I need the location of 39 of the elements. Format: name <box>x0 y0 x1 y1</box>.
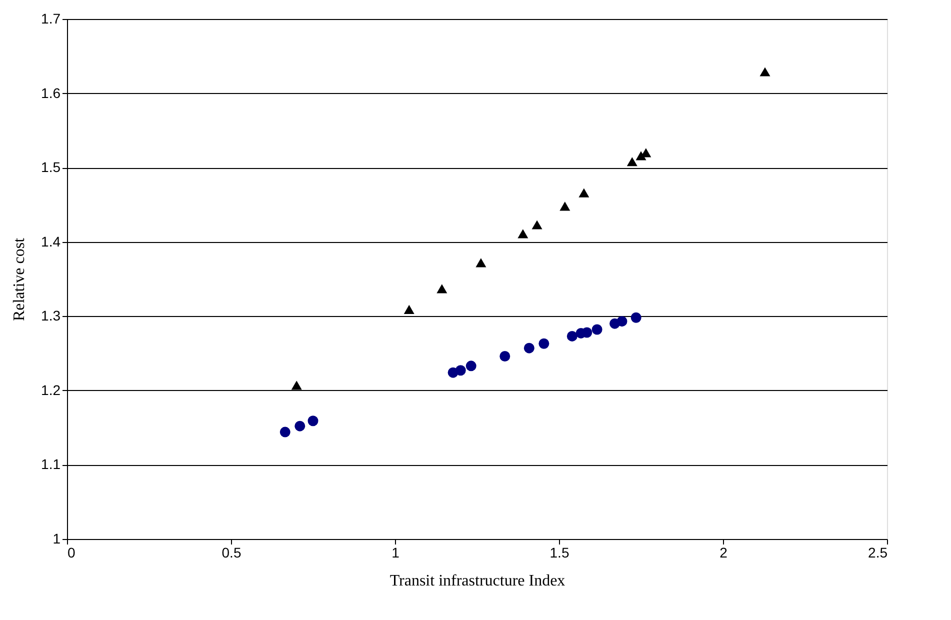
point <box>592 324 602 335</box>
point <box>532 220 542 230</box>
y-tick-label: 1.5 <box>41 159 61 176</box>
point <box>404 304 414 314</box>
y-tick-label: 1.2 <box>41 382 61 398</box>
x-axis-title: Transit infrastructure Index <box>390 572 566 590</box>
point <box>538 338 550 349</box>
y-tick-label: 1.1 <box>41 456 61 472</box>
point <box>560 202 570 211</box>
point <box>616 316 628 327</box>
point <box>630 312 642 323</box>
point <box>760 67 770 76</box>
point <box>578 188 590 198</box>
y-tick-label: 1.3 <box>41 308 61 324</box>
point <box>436 284 448 294</box>
y-tick-label: 1.7 <box>41 10 61 26</box>
point <box>476 258 486 268</box>
point <box>626 157 638 166</box>
point <box>524 342 534 354</box>
point <box>518 229 528 238</box>
x-tick-label: 0.5 <box>222 544 242 560</box>
y-axis-title: Relative cost <box>11 237 28 322</box>
y-tick-label: 1 <box>52 530 61 546</box>
y-tick-label: 1.4 <box>41 233 61 250</box>
point <box>466 360 476 372</box>
x-tick-label: 2 <box>720 544 728 560</box>
point <box>280 426 290 438</box>
point <box>294 420 306 432</box>
point <box>308 416 318 426</box>
point <box>291 380 302 390</box>
x-tick-label: 0 <box>68 544 76 560</box>
point <box>500 351 510 362</box>
x-tick-label: 1.5 <box>550 544 570 560</box>
point <box>566 330 578 342</box>
y-tick-label: 1.6 <box>41 84 61 101</box>
point <box>582 327 592 338</box>
point <box>455 365 466 376</box>
x-tick-label: 2.5 <box>868 544 888 560</box>
x-tick-label: 1 <box>392 544 400 560</box>
